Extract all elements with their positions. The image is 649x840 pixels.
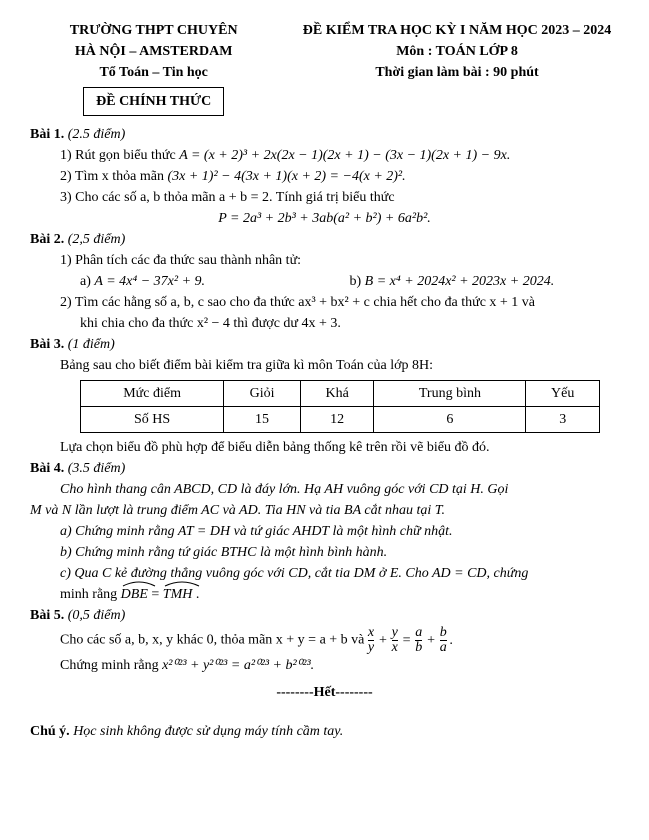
title-line1: ĐỀ KIỂM TRA HỌC KỲ I NĂM HỌC 2023 – 2024 bbox=[295, 20, 619, 41]
th-1: Giỏi bbox=[224, 381, 301, 407]
bai2-q2-line2: khi chia cho đa thức x² − 4 thì được dư … bbox=[80, 313, 619, 334]
grade-table: Mức điểm Giỏi Khá Trung bình Yếu Số HS 1… bbox=[80, 380, 600, 433]
bai2-q1-parts: a) A = 4x⁴ − 37x² + 9. b) B = x⁴ + 2024x… bbox=[80, 271, 619, 292]
arc-dbe: DBE bbox=[121, 584, 148, 605]
bai1-q1-expr: A = (x + 2)³ + 2x(2x − 1)(2x + 1) − (3x … bbox=[179, 148, 510, 163]
bai1-q3: 3) Cho các số a, b thỏa mãn a + b = 2. T… bbox=[60, 187, 619, 208]
bai4-b: b) Chứng minh rằng tứ giác BTHC là một h… bbox=[60, 542, 619, 563]
bai1: Bài 1. (2.5 điểm) 1) Rút gọn biểu thức A… bbox=[30, 124, 619, 229]
bai3: Bài 3. (1 điểm) Bảng sau cho biết điểm b… bbox=[30, 334, 619, 458]
th-0: Mức điểm bbox=[81, 381, 224, 407]
bai4-c-eq: = bbox=[151, 587, 162, 602]
bai4-a: a) Chứng minh rằng AT = DH và tứ giác AH… bbox=[60, 521, 619, 542]
bai2-title: Bài 2. bbox=[30, 232, 64, 247]
cell-1: 12 bbox=[300, 407, 374, 433]
bai2-q1: 1) Phân tích các đa thức sau thành nhân … bbox=[60, 250, 619, 271]
bai5-fraction-expr: x y + y x = a b + b a . bbox=[368, 626, 453, 655]
title-line2: Môn : TOÁN LỚP 8 bbox=[295, 41, 619, 62]
bai5-points: (0,5 điểm) bbox=[68, 608, 126, 623]
bai1-points: (2.5 điểm) bbox=[68, 127, 126, 142]
school-line2: HÀ NỘI – AMSTERDAM bbox=[30, 41, 277, 62]
bai2-q1a-expr: A = 4x⁴ − 37x² + 9. bbox=[94, 274, 205, 289]
row-label: Số HS bbox=[81, 407, 224, 433]
bai2-q1b: b) B = x⁴ + 2024x² + 2023x + 2024. bbox=[350, 271, 620, 292]
end-marker: --------Hết-------- bbox=[30, 682, 619, 703]
bai1-q2: 2) Tìm x thỏa mãn (3x + 1)² − 4(3x + 1)(… bbox=[60, 166, 619, 187]
table-header-row: Mức điểm Giỏi Khá Trung bình Yếu bbox=[81, 381, 600, 407]
school-line1: TRƯỜNG THPT CHUYÊN bbox=[30, 20, 277, 41]
bai1-q1-text: 1) Rút gọn biểu thức bbox=[60, 148, 176, 163]
bai5-line2-pre: Chứng minh rằng bbox=[60, 658, 162, 673]
table-data-row: Số HS 15 12 6 3 bbox=[81, 407, 600, 433]
bai5-line1: Cho các số a, b, x, y khác 0, thỏa mãn x… bbox=[60, 626, 619, 655]
title-line3: Thời gian làm bài : 90 phút bbox=[295, 62, 619, 83]
arc-tmh: TMH bbox=[163, 584, 193, 605]
bai4-c-post: . bbox=[196, 587, 200, 602]
cell-0: 15 bbox=[224, 407, 301, 433]
bai1-q2-expr: (3x + 1)² − 4(3x + 1)(x + 2) = −4(x + 2)… bbox=[167, 169, 405, 184]
bai4-c-pre: minh rằng bbox=[60, 587, 121, 602]
frac-ab: a b bbox=[415, 626, 422, 655]
arc-tmh-text: TMH bbox=[163, 587, 193, 602]
th-2: Khá bbox=[300, 381, 374, 407]
bai5-line2: Chứng minh rằng x²⁰²³ + y²⁰²³ = a²⁰²³ + … bbox=[60, 655, 619, 676]
bai1-q3-text: 3) Cho các số a, b thỏa mãn a + b = 2. T… bbox=[60, 190, 395, 205]
bai1-title: Bài 1. bbox=[30, 127, 64, 142]
frac-ab-den: b bbox=[415, 641, 422, 655]
bai1-q3-expr: P = 2a³ + 2b³ + 3ab(a² + b²) + 6a²b². bbox=[30, 208, 619, 229]
bai2-q1b-label: b) bbox=[350, 274, 362, 289]
th-3: Trung bình bbox=[374, 381, 526, 407]
cell-2: 6 bbox=[374, 407, 526, 433]
th-4: Yếu bbox=[526, 381, 600, 407]
bai3-points: (1 điểm) bbox=[68, 337, 115, 352]
cell-3: 3 bbox=[526, 407, 600, 433]
bai4-title: Bài 4. bbox=[30, 461, 64, 476]
bai4-line2: M và N lần lượt là trung điểm AC và AD. … bbox=[30, 500, 619, 521]
bai4-c-line2: minh rằng DBE = TMH . bbox=[60, 584, 619, 605]
bai3-title: Bài 3. bbox=[30, 337, 64, 352]
frac-ba-den: a bbox=[440, 641, 447, 655]
bai2: Bài 2. (2,5 điểm) 1) Phân tích các đa th… bbox=[30, 229, 619, 334]
bai2-q1a: a) A = 4x⁴ − 37x² + 9. bbox=[80, 271, 350, 292]
bai5-line2-expr: x²⁰²³ + y²⁰²³ = a²⁰²³ + b²⁰²³. bbox=[162, 658, 314, 673]
bai2-points: (2,5 điểm) bbox=[68, 232, 126, 247]
bai1-q2-text: 2) Tìm x thỏa mãn bbox=[60, 169, 164, 184]
bai2-q2-line1: 2) Tìm các hằng số a, b, c sao cho đa th… bbox=[60, 292, 619, 313]
bai2-q1b-expr: B = x⁴ + 2024x² + 2023x + 2024. bbox=[365, 274, 555, 289]
header: TRƯỜNG THPT CHUYÊN HÀ NỘI – AMSTERDAM Tổ… bbox=[30, 20, 619, 116]
bai2-q1a-label: a) bbox=[80, 274, 91, 289]
bai5-title: Bài 5. bbox=[30, 608, 64, 623]
header-left: TRƯỜNG THPT CHUYÊN HÀ NỘI – AMSTERDAM Tổ… bbox=[30, 20, 277, 116]
header-right: ĐỀ KIỂM TRA HỌC KỲ I NĂM HỌC 2023 – 2024… bbox=[295, 20, 619, 116]
frac-ba-num: b bbox=[440, 626, 447, 640]
note: Chú ý. Học sinh không được sử dụng máy t… bbox=[30, 721, 619, 742]
school-line3: Tổ Toán – Tin học bbox=[30, 62, 277, 83]
bai3-concl: Lựa chọn biểu đồ phù hợp để biểu diễn bả… bbox=[60, 437, 619, 458]
bai4-points: (3.5 điểm) bbox=[68, 461, 126, 476]
note-text: Học sinh không được sử dụng máy tính cầm… bbox=[73, 724, 343, 739]
bai3-intro: Bảng sau cho biết điểm bài kiểm tra giữa… bbox=[60, 355, 619, 376]
bai5-line1-pre: Cho các số a, b, x, y khác 0, thỏa mãn x… bbox=[60, 633, 368, 648]
note-label: Chú ý. bbox=[30, 724, 70, 739]
bai4: Bài 4. (3.5 điểm) Cho hình thang cân ABC… bbox=[30, 458, 619, 605]
bai4-line1: Cho hình thang cân ABCD, CD là đáy lớn. … bbox=[60, 479, 619, 500]
bai1-q1: 1) Rút gọn biểu thức A = (x + 2)³ + 2x(2… bbox=[60, 145, 619, 166]
bai5: Bài 5. (0,5 điểm) Cho các số a, b, x, y … bbox=[30, 605, 619, 676]
exam-box: ĐỀ CHÍNH THỨC bbox=[83, 87, 224, 116]
frac-ab-num: a bbox=[415, 626, 422, 640]
frac-ba: b a bbox=[440, 626, 447, 655]
arc-dbe-text: DBE bbox=[121, 587, 148, 602]
